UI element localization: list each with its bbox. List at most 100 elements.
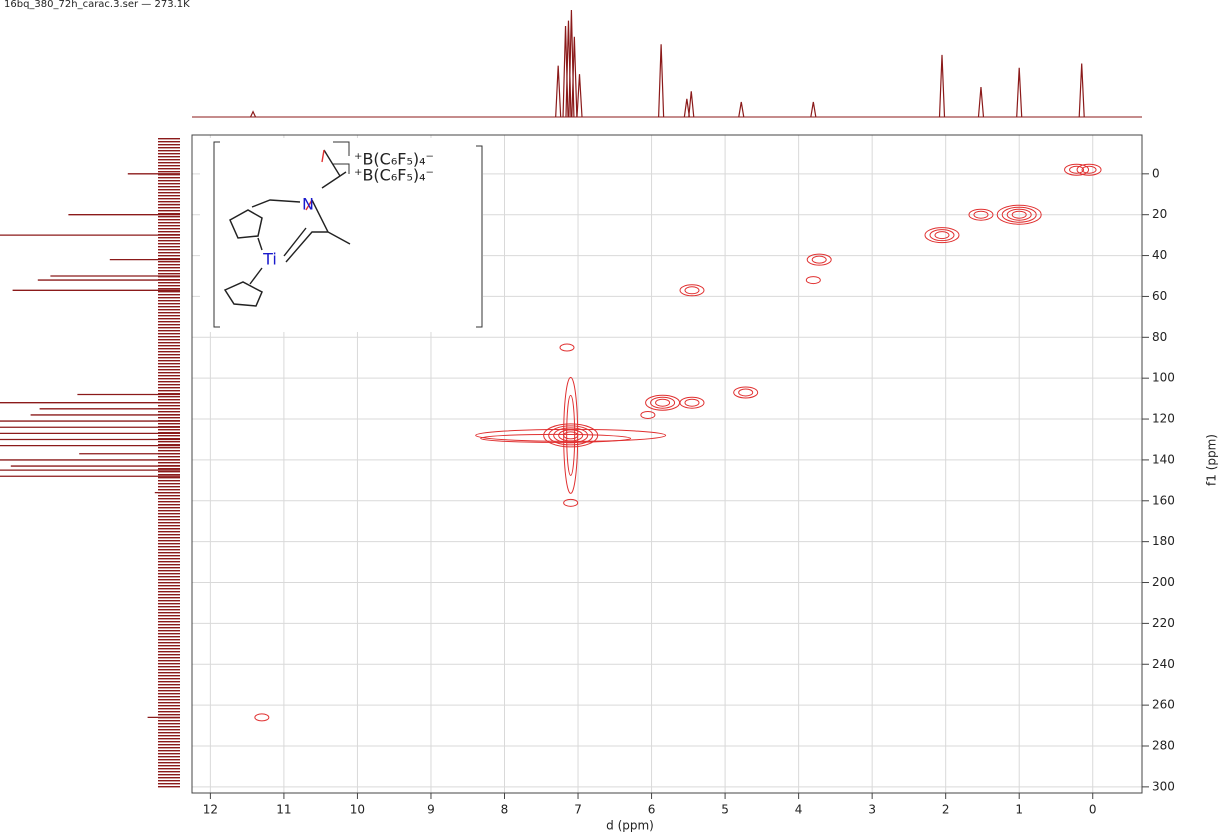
chart-title: 16bq_380_72h_carac.3.ser — 273.1K	[4, 0, 190, 10]
contour	[563, 376, 579, 494]
x-tick-label: 10	[350, 803, 365, 817]
axes: 12 11 10 9 8 7 6 5 4 3 2 1 0020406080100120140160180…	[191, 134, 1175, 817]
bracket	[333, 141, 350, 174]
f2-peak	[683, 98, 690, 118]
contour	[475, 428, 667, 442]
contour	[563, 498, 579, 507]
contour	[733, 386, 759, 399]
contour	[996, 204, 1042, 225]
contour	[480, 433, 632, 443]
x-tick-label: 0	[1089, 803, 1097, 817]
bond	[283, 227, 307, 257]
contour	[1064, 163, 1090, 176]
y-tick-label: 100	[1152, 371, 1175, 385]
bond	[305, 149, 325, 211]
y-tick-label: 180	[1152, 534, 1175, 548]
x-tick-label: 2	[942, 803, 950, 817]
cross-peak	[996, 204, 1042, 225]
contour	[1081, 165, 1097, 174]
y-tick-label: 160	[1152, 493, 1175, 507]
x-tick-label: 8	[501, 803, 509, 817]
contour	[934, 231, 950, 240]
cross-peak	[1064, 163, 1090, 176]
contour	[973, 210, 989, 219]
contour	[1011, 210, 1027, 219]
anion-label: ⁺B(C₆F₅)₄⁻	[354, 166, 434, 185]
cross-peak	[679, 396, 705, 409]
x-tick-label: 7	[574, 803, 582, 817]
x-tick-label: 12	[203, 803, 218, 817]
f2-peak	[938, 54, 946, 118]
x-tick-label: 11	[276, 803, 291, 817]
bracket	[213, 141, 483, 328]
x-tick-label: 9	[427, 803, 435, 817]
contour	[563, 431, 579, 440]
contour	[655, 398, 671, 407]
contour	[650, 396, 676, 409]
bond	[249, 149, 351, 285]
x-tick-label: 1	[1015, 803, 1023, 817]
x-tick-label: 3	[868, 803, 876, 817]
contour	[566, 394, 576, 476]
y-tick-label: 300	[1152, 779, 1175, 793]
contour	[1069, 165, 1085, 174]
cp-ring	[229, 209, 263, 239]
plot-frame	[191, 134, 1143, 794]
y-tick-label: 240	[1152, 657, 1175, 671]
f2-peak	[576, 74, 583, 118]
y-tick-label: 140	[1152, 452, 1175, 466]
atom-label: Ti	[262, 250, 277, 269]
x-axis-label: d (ppm)	[606, 819, 654, 833]
y-tick-label: 80	[1152, 330, 1167, 344]
f2-peak	[1078, 63, 1085, 118]
cross-peak	[645, 394, 681, 411]
cross-peak	[1076, 163, 1102, 176]
contour	[1001, 206, 1037, 223]
structure-inset: N Ti ⁺B(C₆F₅)₄⁻ ⁺B(C₆F₅)₄⁻	[200, 138, 483, 332]
f2-peak	[658, 44, 665, 118]
contour	[684, 286, 700, 295]
contour	[553, 427, 589, 444]
x-tick-label: 5	[721, 803, 729, 817]
y-tick-label: 200	[1152, 575, 1175, 589]
contour	[1076, 163, 1102, 176]
cross-peak	[733, 386, 759, 399]
x-tick-label: 4	[795, 803, 803, 817]
y-tick-label: 40	[1152, 248, 1167, 262]
x-tick-label: 6	[648, 803, 656, 817]
contour	[929, 229, 955, 242]
cross-peak	[924, 227, 960, 244]
contour	[684, 398, 700, 407]
contour	[805, 276, 821, 285]
f2-peak	[688, 91, 695, 118]
y-tick-label: 220	[1152, 616, 1175, 630]
cross-peak	[679, 284, 705, 297]
f2-peak	[249, 110, 257, 118]
contour	[811, 255, 827, 264]
y-tick-label: 260	[1152, 698, 1175, 712]
cross-peak	[254, 713, 270, 722]
cross-peak	[559, 343, 575, 352]
y-tick-label: 120	[1152, 412, 1175, 426]
cross-peak	[968, 208, 994, 221]
cross-peak	[475, 376, 667, 494]
contour	[543, 423, 599, 448]
contour	[738, 388, 754, 397]
contour	[1006, 208, 1032, 221]
y-tick-label: 280	[1152, 739, 1175, 753]
contour	[968, 208, 994, 221]
cross-peak	[563, 498, 579, 507]
cp-ring	[223, 281, 263, 307]
y-tick-label: 0	[1152, 166, 1160, 180]
contour	[254, 713, 270, 722]
inset-bg	[200, 138, 483, 332]
f2-peak	[977, 86, 985, 118]
f2-peak	[1016, 67, 1023, 118]
contour	[640, 410, 656, 419]
y-axis-label: f1 (ppm)	[1205, 434, 1219, 486]
contour	[559, 343, 575, 352]
atom-label: N	[302, 195, 314, 214]
f2-peak	[738, 101, 745, 118]
marks	[0, 9, 1142, 722]
